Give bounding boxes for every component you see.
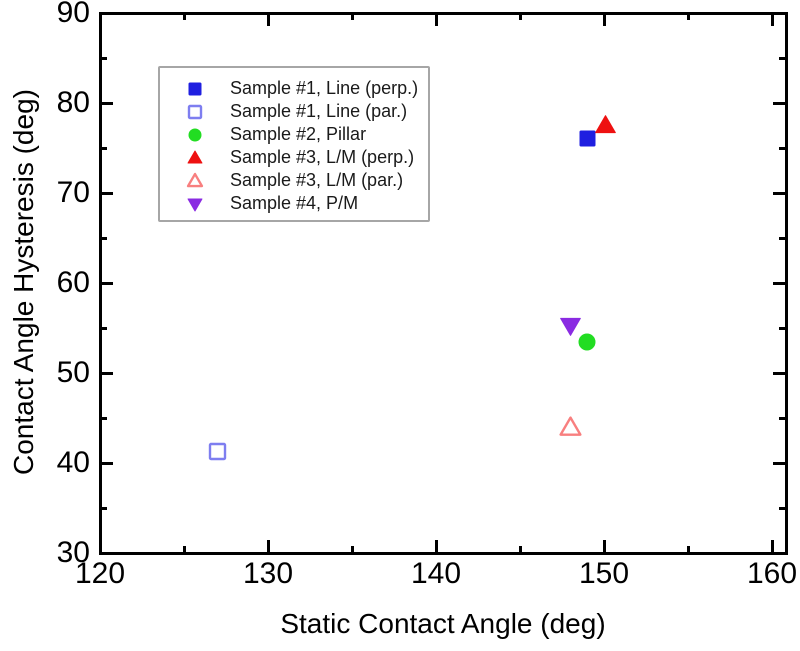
- x-major-tick-top: [98, 13, 102, 26]
- x-minor-tick: [350, 546, 354, 553]
- legend-row: Sample #1, Line (par.): [160, 100, 428, 123]
- y-tick-label: 80: [56, 86, 90, 119]
- x-major-tick-top: [770, 13, 774, 26]
- triangle-down-filled-legend-icon: [160, 195, 230, 213]
- triangle-up-open-legend-icon: [160, 172, 230, 190]
- y-tick-label: 50: [56, 356, 90, 389]
- x-tick-label: 140: [410, 557, 462, 590]
- data-point-sample-1-line-par: [208, 442, 227, 460]
- y-major-tick: [100, 191, 113, 195]
- square-open-legend-icon: [160, 103, 230, 121]
- legend-label: Sample #1, Line (perp.): [230, 78, 419, 98]
- x-minor-tick: [686, 546, 690, 553]
- legend-label: Sample #3, L/M (par.): [230, 170, 404, 190]
- y-minor-tick: [100, 506, 107, 510]
- x-major-tick-top: [434, 13, 438, 26]
- x-minor-tick-top: [686, 13, 690, 20]
- x-axis-label: Static Contact Angle (deg): [280, 608, 606, 639]
- y-minor-tick-right: [779, 326, 786, 330]
- x-major-tick: [770, 540, 774, 553]
- x-major-tick-top: [602, 13, 606, 26]
- y-major-tick-right: [773, 191, 786, 195]
- y-tick-label: 60: [56, 266, 90, 299]
- y-minor-tick-right: [779, 506, 786, 510]
- y-major-tick: [100, 371, 113, 375]
- data-point-sample-3-l-m-perp: [595, 115, 617, 134]
- y-major-tick-right: [773, 11, 786, 15]
- x-minor-tick-top: [182, 13, 186, 20]
- y-major-tick-right: [773, 461, 786, 465]
- y-minor-tick-right: [779, 56, 786, 60]
- y-major-tick: [100, 11, 113, 15]
- y-major-tick: [100, 551, 113, 555]
- x-major-tick: [266, 540, 270, 553]
- y-tick-label: 30: [56, 536, 90, 569]
- x-tick-label: 130: [242, 557, 294, 590]
- y-minor-tick: [100, 56, 107, 60]
- legend-label: Sample #4, P/M: [230, 193, 359, 213]
- y-tick-label: 40: [56, 446, 90, 479]
- legend-row: Sample #2, Pillar: [160, 123, 428, 146]
- x-minor-tick: [182, 546, 186, 553]
- legend-row: Sample #3, L/M (par.): [160, 169, 428, 192]
- x-minor-tick: [518, 546, 522, 553]
- legend-row: Sample #1, Line (perp.): [160, 77, 428, 100]
- x-major-tick: [602, 540, 606, 553]
- x-tick-label: 150: [578, 557, 630, 590]
- triangle-up-filled-legend-icon: [160, 149, 230, 167]
- x-tick-label: 120: [74, 557, 126, 590]
- y-tick-label: 70: [56, 176, 90, 209]
- y-major-tick: [100, 461, 113, 465]
- y-minor-tick: [100, 326, 107, 330]
- x-major-tick-top: [266, 13, 270, 26]
- y-major-tick: [100, 101, 113, 105]
- legend-row: Sample #3, L/M (perp.): [160, 146, 428, 169]
- y-minor-tick: [100, 416, 107, 420]
- legend-row: Sample #4, P/M: [160, 192, 428, 215]
- y-major-tick-right: [773, 101, 786, 105]
- y-major-tick-right: [773, 551, 786, 555]
- x-major-tick: [98, 540, 102, 553]
- data-point-sample-1-line-perp: [579, 130, 596, 147]
- y-axis-label: Contact Angle Hysteresis (deg): [8, 89, 39, 475]
- square-filled-legend-icon: [160, 80, 230, 98]
- y-minor-tick-right: [779, 416, 786, 420]
- x-minor-tick-top: [518, 13, 522, 20]
- y-tick-label: 90: [56, 0, 90, 29]
- legend-label: Sample #2, Pillar: [230, 124, 367, 144]
- y-major-tick: [100, 281, 113, 285]
- data-point-sample-3-l-m-par: [559, 415, 582, 436]
- x-major-tick: [434, 540, 438, 553]
- y-minor-tick: [100, 146, 107, 150]
- legend-box: Sample #1, Line (perp.) Sample #1, Line (…: [158, 66, 430, 222]
- y-major-tick-right: [773, 371, 786, 375]
- circle-filled-legend-icon: [160, 126, 230, 144]
- data-point-sample-2-pillar: [578, 333, 596, 350]
- x-minor-tick-top: [350, 13, 354, 20]
- y-minor-tick: [100, 236, 107, 240]
- data-point-sample-4-p-m: [560, 317, 581, 336]
- x-tick-label: 160: [746, 557, 798, 590]
- y-minor-tick-right: [779, 236, 786, 240]
- legend-label: Sample #1, Line (par.): [230, 101, 408, 121]
- y-major-tick-right: [773, 281, 786, 285]
- y-minor-tick-right: [779, 146, 786, 150]
- legend-label: Sample #3, L/M (perp.): [230, 147, 415, 167]
